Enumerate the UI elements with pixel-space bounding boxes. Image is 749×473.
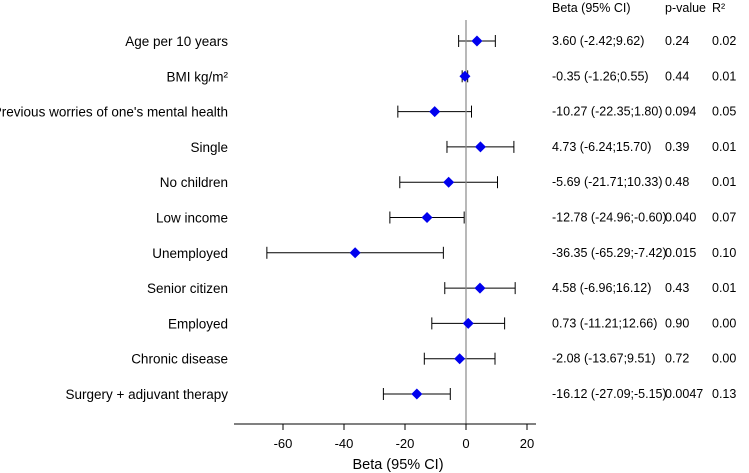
p-value-no-children: 0.48 bbox=[665, 175, 689, 189]
row-label-unemployed: Unemployed bbox=[152, 246, 228, 261]
beta-ci-bmi-kg-m: -0.35 (-1.26;0.55) bbox=[552, 69, 649, 83]
x-tick-label--40: -40 bbox=[335, 436, 354, 451]
row-label-bmi-kg-m: BMI kg/m² bbox=[166, 69, 228, 84]
beta-ci-senior-citizen: 4.58 (-6.96;16.12) bbox=[552, 281, 651, 295]
point-senior-citizen bbox=[474, 282, 486, 294]
confidence-intervals bbox=[266, 35, 516, 400]
r2-bmi-kg-m: 0.01 bbox=[712, 69, 736, 83]
estimate-table: 3.60 (-2.42;9.62) 0.24 0.02 -0.35 (-1.26;0.… bbox=[552, 34, 736, 401]
row-label-no-children: No children bbox=[160, 175, 228, 190]
p-value-low-income: 0.040 bbox=[665, 211, 696, 225]
x-axis-title: Beta (95% CI) bbox=[352, 457, 443, 473]
row-label-surgery-adjuvant-therapy: Surgery + adjuvant therapy bbox=[66, 387, 229, 402]
r2-age-per-10-years: 0.02 bbox=[712, 34, 736, 48]
beta-ci-chronic-disease: -2.08 (-13.67;9.51) bbox=[552, 352, 656, 366]
r2-low-income: 0.07 bbox=[712, 211, 736, 225]
r2-unemployed: 0.10 bbox=[712, 246, 736, 260]
p-value-unemployed: 0.015 bbox=[665, 246, 696, 260]
r2-previous-worries-of-one-s-mental-health: 0.05 bbox=[712, 105, 736, 119]
p-value-previous-worries-of-one-s-mental-health: 0.094 bbox=[665, 105, 696, 119]
row-label-low-income: Low income bbox=[156, 211, 228, 226]
beta-ci-age-per-10-years: 3.60 (-2.42;9.62) bbox=[552, 34, 644, 48]
beta-ci-previous-worries-of-one-s-mental-health: -10.27 (-22.35;1.80) bbox=[552, 105, 663, 119]
point-age-per-10-years bbox=[471, 35, 483, 47]
row-label-age-per-10-years: Age per 10 years bbox=[125, 34, 228, 49]
beta-ci-employed: 0.73 (-11.21;12.66) bbox=[552, 316, 657, 330]
x-tick-label--60: -60 bbox=[274, 436, 293, 451]
row-label-senior-citizen: Senior citizen bbox=[147, 281, 228, 296]
point-low-income bbox=[421, 212, 433, 223]
point-single bbox=[474, 141, 486, 153]
row-label-single: Single bbox=[190, 140, 228, 155]
r2-chronic-disease: 0.00 bbox=[712, 352, 736, 366]
header-r2: R² bbox=[712, 1, 725, 15]
row-label-previous-worries-of-one-s-mental-health: Previous worries of one's mental health bbox=[0, 105, 228, 120]
point-employed bbox=[462, 317, 474, 329]
point-previous-worries-of-one-s-mental-health bbox=[429, 106, 441, 118]
point-estimates bbox=[349, 35, 486, 400]
x-axis: -60 -40 -20 0 20 bbox=[234, 423, 536, 451]
p-value-bmi-kg-m: 0.44 bbox=[665, 69, 689, 83]
r2-senior-citizen: 0.01 bbox=[712, 281, 736, 295]
p-value-employed: 0.90 bbox=[665, 316, 689, 330]
row-label-chronic-disease: Chronic disease bbox=[131, 352, 228, 367]
x-tick-label-0: 0 bbox=[462, 436, 469, 451]
p-value-single: 0.39 bbox=[665, 140, 689, 154]
p-value-age-per-10-years: 0.24 bbox=[665, 34, 689, 48]
row-labels: Age per 10 years BMI kg/m² Previous worrie… bbox=[0, 34, 228, 402]
point-bmi-kg-m bbox=[459, 70, 471, 82]
p-value-surgery-adjuvant-therapy: 0.0047 bbox=[665, 387, 703, 401]
r2-single: 0.01 bbox=[712, 140, 736, 154]
point-chronic-disease bbox=[454, 353, 466, 365]
r2-surgery-adjuvant-therapy: 0.13 bbox=[712, 387, 736, 401]
beta-ci-surgery-adjuvant-therapy: -16.12 (-27.09;-5.15) bbox=[552, 387, 667, 401]
x-tick-label--20: -20 bbox=[396, 436, 415, 451]
point-unemployed bbox=[349, 247, 361, 259]
header-p-value: p-value bbox=[665, 1, 706, 15]
row-label-employed: Employed bbox=[168, 316, 228, 331]
r2-employed: 0.00 bbox=[712, 316, 736, 330]
beta-ci-low-income: -12.78 (-24.96;-0.60) bbox=[552, 211, 667, 225]
x-tick-label-20: 20 bbox=[520, 436, 534, 451]
beta-ci-no-children: -5.69 (-21.71;10.33) bbox=[552, 175, 663, 189]
beta-ci-single: 4.73 (-6.24;15.70) bbox=[552, 140, 651, 154]
r2-no-children: 0.01 bbox=[712, 175, 736, 189]
header-beta: Beta (95% CI) bbox=[552, 1, 631, 15]
p-value-senior-citizen: 0.43 bbox=[665, 281, 689, 295]
p-value-chronic-disease: 0.72 bbox=[665, 352, 689, 366]
point-no-children bbox=[443, 176, 455, 188]
table-header: Beta (95% CI) p-value R² bbox=[552, 1, 725, 15]
beta-ci-unemployed: -36.35 (-65.29;-7.42) bbox=[552, 246, 667, 260]
point-surgery-adjuvant-therapy bbox=[411, 388, 423, 400]
